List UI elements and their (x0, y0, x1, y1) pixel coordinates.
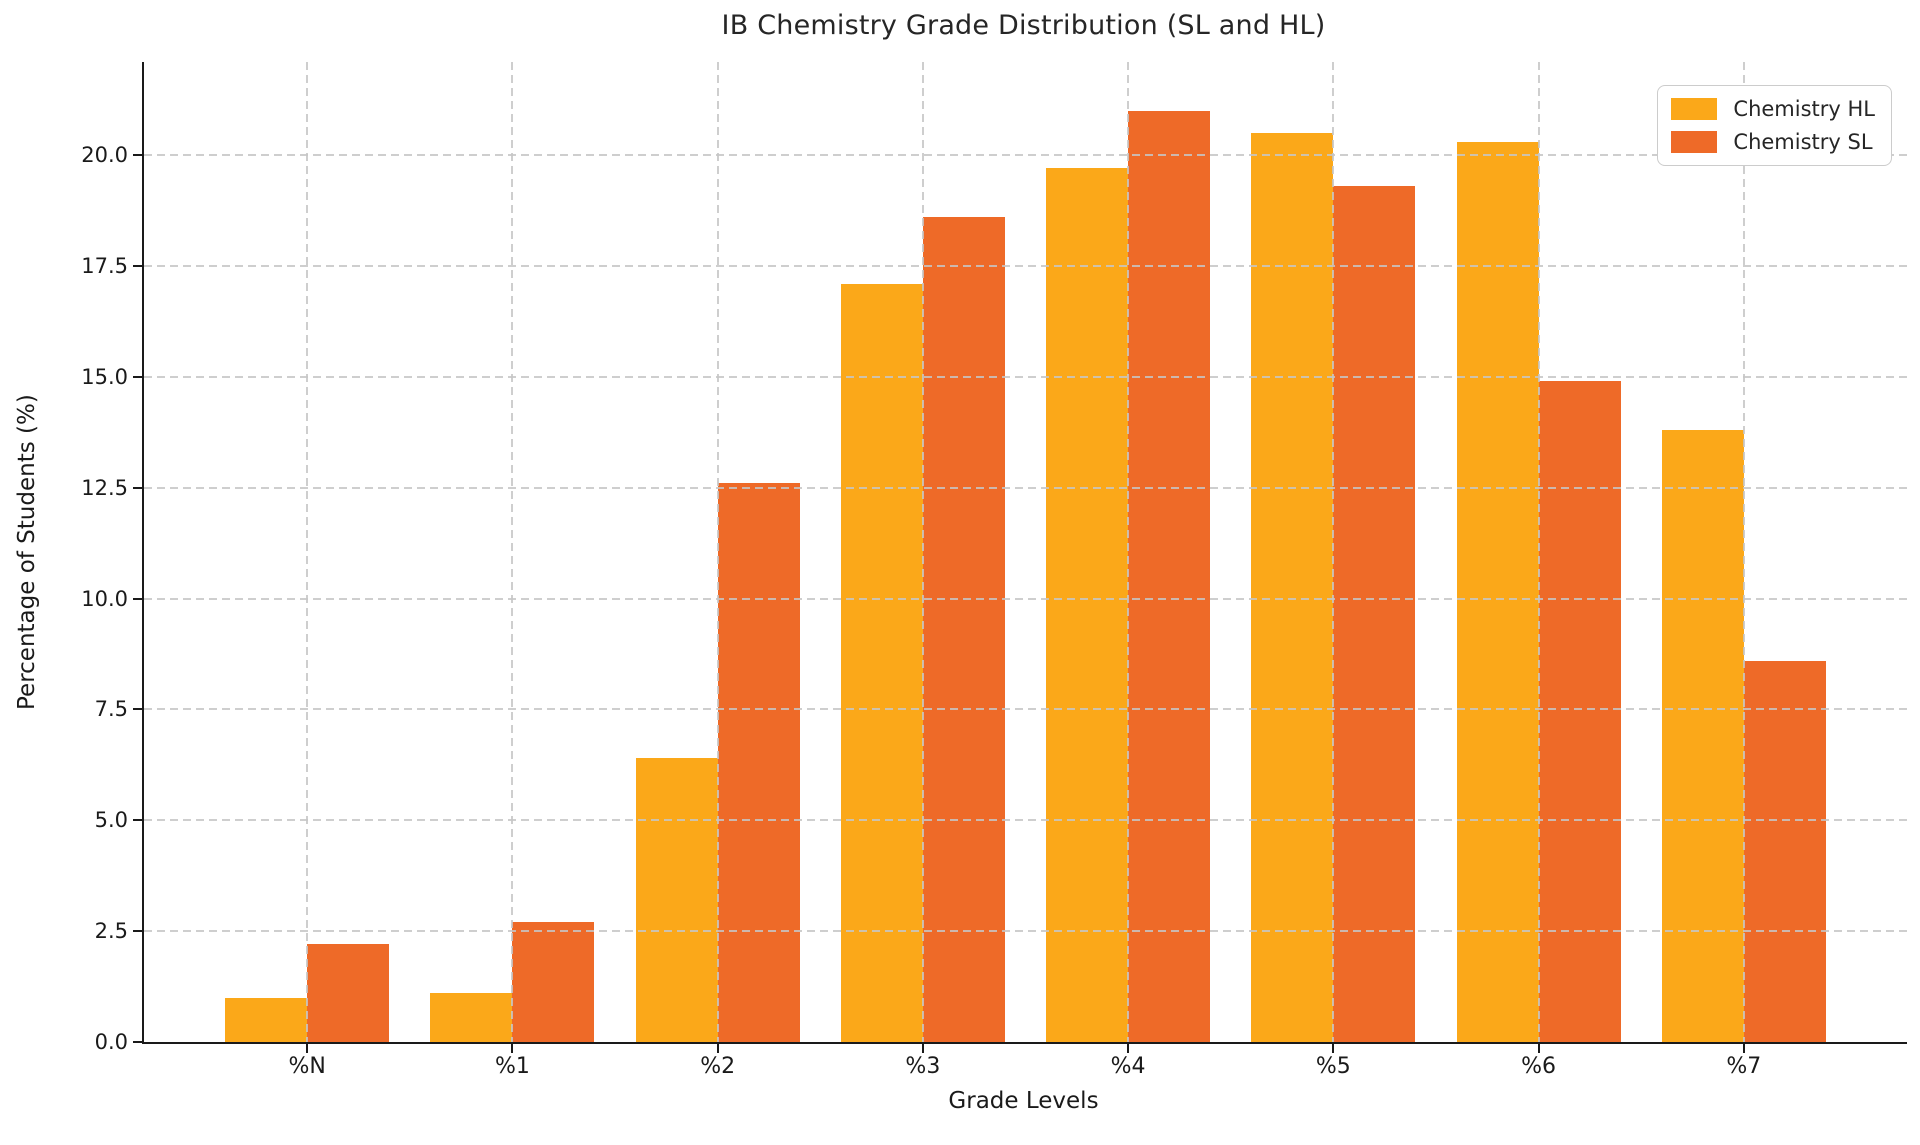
legend-swatch-chemistry-hl (1671, 98, 1718, 120)
y-tick-mark (133, 486, 142, 489)
bar-chemistry-sl-N (307, 944, 390, 1042)
y-tick-label: 15.0 (81, 364, 128, 389)
bar-chemistry-hl-3 (840, 283, 923, 1042)
bar-chemistry-sl-3 (922, 217, 1005, 1042)
y-tick-mark (133, 819, 142, 822)
bar-chemistry-hl-N (225, 997, 308, 1042)
y-tick-mark (133, 597, 142, 600)
x-axis-label: Grade Levels (948, 1088, 1099, 1114)
y-tick-label: 12.5 (81, 475, 128, 500)
x-tick-mark (716, 1044, 719, 1053)
x-tick-label: %1 (494, 1054, 530, 1079)
y-tick-mark (133, 375, 142, 378)
bar-chemistry-sl-1 (512, 922, 595, 1042)
bar-chemistry-hl-6 (1456, 141, 1539, 1042)
y-tick-mark (133, 930, 142, 933)
y-tick-label: 0.0 (94, 1030, 128, 1054)
y-tick-label: 20.0 (81, 143, 128, 168)
x-tick-label: %N (288, 1054, 326, 1079)
y-tick-label: 5.0 (94, 808, 128, 833)
gridline-horizontal (144, 708, 1907, 711)
bar-chemistry-hl-5 (1251, 132, 1334, 1042)
y-tick-mark (133, 154, 142, 157)
x-tick-label: %7 (1726, 1054, 1762, 1079)
gridline-horizontal (144, 264, 1907, 267)
gridline-horizontal (144, 154, 1907, 157)
chart-title: IB Chemistry Grade Distribution (SL and … (721, 10, 1326, 41)
gridline-horizontal (144, 819, 1907, 822)
x-tick-mark (511, 1044, 514, 1053)
y-tick-mark (133, 264, 142, 267)
legend-label-chemistry-sl: Chemistry SL (1733, 130, 1873, 154)
x-tick-label: %3 (905, 1054, 941, 1079)
x-tick-mark (1332, 1044, 1335, 1053)
bar-chemistry-sl-4 (1128, 110, 1211, 1042)
bar-chemistry-hl-4 (1046, 168, 1129, 1042)
x-tick-mark (1127, 1044, 1130, 1053)
bar-chemistry-hl-7 (1661, 430, 1744, 1042)
bar-chemistry-sl-6 (1538, 381, 1621, 1042)
y-tick-label: 10.0 (81, 586, 128, 611)
legend-item-chemistry-hl: Chemistry HL (1671, 97, 1875, 121)
bar-chemistry-sl-2 (717, 483, 800, 1042)
x-tick-mark (921, 1044, 924, 1053)
x-tick-label: %4 (1110, 1054, 1146, 1079)
x-tick-mark (1742, 1044, 1745, 1053)
y-tick-label: 2.5 (94, 919, 128, 944)
legend-item-chemistry-sl: Chemistry SL (1671, 130, 1875, 154)
y-tick-mark (133, 708, 142, 711)
bar-chemistry-sl-5 (1333, 186, 1416, 1042)
x-tick-label: %6 (1521, 1054, 1557, 1079)
legend: Chemistry HL Chemistry SL (1657, 85, 1892, 166)
x-tick-label: %5 (1315, 1054, 1351, 1079)
plot-area: Chemistry HL Chemistry SL 0.0 2.5 5.0 7.5 10… (81, 62, 1907, 1079)
bar-chemistry-hl-2 (635, 758, 718, 1042)
bar-chemistry-sl-7 (1743, 660, 1826, 1042)
legend-swatch-chemistry-sl (1671, 131, 1718, 153)
y-axis-label: Percentage of Students (%) (14, 394, 40, 710)
x-tick-mark (1537, 1044, 1540, 1053)
gridline-vertical (306, 62, 309, 1042)
y-tick-label: 7.5 (94, 697, 128, 722)
bar-chemistry-hl-1 (430, 993, 513, 1042)
x-tick-mark (306, 1044, 309, 1053)
gridline-horizontal (144, 375, 1907, 378)
legend-label-chemistry-hl: Chemistry HL (1733, 97, 1875, 121)
gridline-vertical (511, 62, 514, 1042)
gridline-horizontal (144, 930, 1907, 933)
y-tick-label: 17.5 (81, 253, 128, 278)
x-tick-label: %2 (700, 1054, 736, 1079)
y-tick-mark (133, 1041, 142, 1043)
gridline-horizontal (144, 597, 1907, 600)
gridline-horizontal (144, 486, 1907, 489)
